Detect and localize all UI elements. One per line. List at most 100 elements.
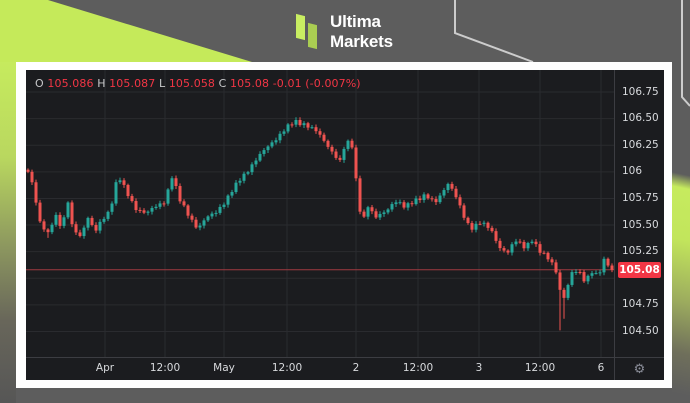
candle-body	[310, 127, 314, 129]
candle-body	[94, 224, 98, 231]
candle-body	[314, 127, 318, 132]
ultima-markets-logo: Ultima Markets	[296, 12, 393, 54]
candle-body	[122, 180, 126, 185]
candle-body	[558, 272, 562, 290]
candle-body	[202, 220, 206, 226]
candle-body	[418, 198, 422, 201]
candle-body	[542, 252, 546, 254]
candle-body	[434, 199, 438, 203]
candle-body	[362, 211, 366, 217]
time-axis[interactable]: Apr 12:00 May 12:00 2 12:00 3 12:00 6	[26, 358, 614, 380]
candle-body	[602, 258, 606, 273]
candle-body	[394, 202, 398, 205]
candle-body	[158, 203, 162, 207]
candle-body	[410, 203, 414, 205]
candle-body	[374, 211, 378, 218]
candle-body	[262, 150, 266, 154]
candle-body	[402, 202, 406, 208]
time-tick-label: 6	[597, 362, 605, 374]
candle-body	[206, 216, 210, 221]
low-value: 105.058	[168, 77, 216, 90]
change-value: -0.01 (-0.007%)	[272, 77, 361, 90]
candle-body	[186, 205, 190, 216]
candle-body	[574, 271, 578, 273]
candle-body	[454, 188, 458, 198]
candle-body	[334, 151, 338, 158]
candle-body	[182, 201, 186, 206]
candle-body	[74, 224, 78, 233]
candle-body	[470, 223, 474, 230]
candlestick-plot[interactable]	[26, 70, 614, 357]
candle-body	[498, 240, 502, 249]
time-tick-label: 12:00	[524, 362, 556, 374]
candle-body	[190, 215, 194, 220]
candle-body	[530, 241, 534, 244]
candle-body	[562, 289, 566, 298]
candle-body	[58, 214, 62, 226]
time-tick-label: May	[213, 362, 235, 374]
candle-body	[414, 198, 418, 205]
price-tick-label: 106	[622, 165, 643, 178]
price-axis[interactable]: 105.08 106.75 106.50 106.25 106 105.75 105.50…	[615, 70, 664, 357]
candle-body	[170, 178, 174, 190]
candle-body	[142, 210, 146, 213]
brand-line2: Markets	[330, 32, 393, 51]
close-value: 105.08	[230, 77, 270, 90]
candle-body	[78, 232, 82, 237]
candle-body	[318, 131, 322, 135]
candle-body	[154, 206, 158, 209]
candle-body	[570, 272, 574, 285]
candle-body	[146, 211, 150, 213]
brand-name: Ultima Markets	[330, 12, 393, 52]
candle-body	[330, 146, 334, 152]
candle-body	[102, 218, 106, 222]
candle-body	[66, 202, 70, 218]
candle-body	[338, 157, 342, 160]
candle-body	[586, 275, 590, 282]
candle-body	[98, 221, 102, 231]
open-value: 105.086	[47, 77, 94, 90]
candle-body	[234, 182, 238, 193]
time-axis-separator	[26, 357, 664, 358]
candle-body	[250, 164, 254, 173]
candle-body	[506, 250, 510, 253]
candle-body	[566, 284, 570, 298]
price-tick-label: 106.50	[622, 112, 659, 125]
candle-body	[242, 173, 246, 181]
candle-body	[486, 222, 490, 228]
candle-body	[398, 202, 402, 204]
candle-body	[370, 207, 374, 212]
candle-body	[458, 197, 462, 206]
candle-body	[358, 178, 362, 212]
price-axis-separator	[614, 70, 615, 380]
candle-body	[442, 190, 446, 196]
candle-body	[354, 147, 358, 179]
chart-frame: O 105.086 H 105.087 L 105.058 C 105.08 -…	[16, 62, 672, 388]
candle-body	[482, 222, 486, 224]
low-label: L	[158, 77, 166, 90]
candle-body	[90, 217, 94, 225]
candle-body	[478, 223, 482, 225]
settings-gear-icon[interactable]: ⚙	[633, 361, 646, 377]
time-tick-label: 2	[352, 362, 360, 374]
candle-body	[226, 195, 230, 205]
candle-body	[230, 192, 234, 196]
candle-body	[590, 273, 594, 276]
candle-body	[138, 210, 142, 212]
candle-body	[350, 140, 354, 148]
price-tick-label: 104.75	[622, 298, 659, 311]
candle-body	[534, 241, 538, 245]
candle-body	[446, 183, 450, 191]
candle-body	[166, 189, 170, 204]
price-tick-label: 106.75	[622, 85, 659, 98]
candle-body	[222, 204, 226, 207]
candle-body	[598, 272, 602, 274]
candle-body	[546, 252, 550, 260]
candle-body	[38, 202, 42, 222]
price-tick-label: 106.25	[622, 138, 659, 151]
candle-body	[106, 211, 110, 219]
price-tick-label: 105.25	[622, 245, 659, 258]
candle-body	[294, 119, 298, 125]
high-label: H	[97, 77, 106, 90]
